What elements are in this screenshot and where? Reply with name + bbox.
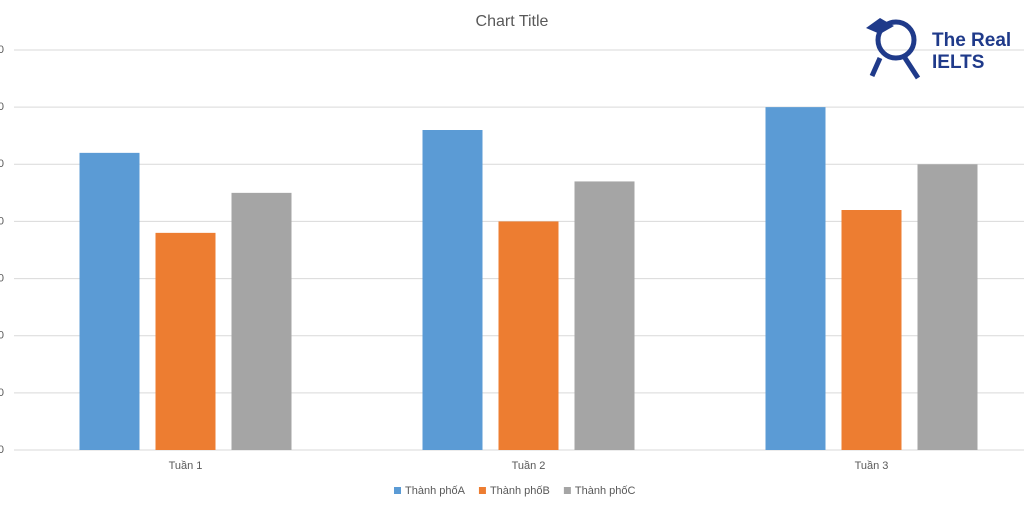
legend-label: Thành phốA [405,485,466,497]
legend-swatch [478,487,486,494]
bar [917,164,978,451]
y-tick-label: 50 [0,158,4,170]
y-tick-label: 10 [0,387,4,399]
x-tick-label: Tuần 3 [855,460,889,472]
bar [155,232,216,450]
x-tick-label: Tuần 1 [169,460,203,472]
chart-title: Chart Title [476,13,549,30]
y-tick-label: 70 [0,44,4,56]
bar [231,192,292,450]
logo-text: IELTS [932,52,984,73]
logo-icon [875,19,917,61]
legend-swatch [394,487,401,494]
y-tick-label: 60 [0,101,4,113]
logo: The Real IELTS [866,18,1011,80]
bar [79,152,140,450]
legend-label: Thành phốB [490,485,550,497]
bar [765,107,826,451]
bar [841,210,902,450]
legend-label: Thành phốC [575,485,636,497]
x-tick-label: Tuần 2 [512,460,546,472]
y-tick-label: 0 [0,444,4,456]
logo-legs [869,56,921,80]
bar [498,221,559,450]
bar [574,181,635,450]
logo-cap [866,18,894,34]
legend-swatch [563,487,571,494]
bar [422,130,483,450]
y-tick-label: 20 [0,330,4,342]
logo-text: The Real [932,30,1011,51]
y-tick-label: 40 [0,215,4,227]
y-tick-label: 30 [0,272,4,284]
